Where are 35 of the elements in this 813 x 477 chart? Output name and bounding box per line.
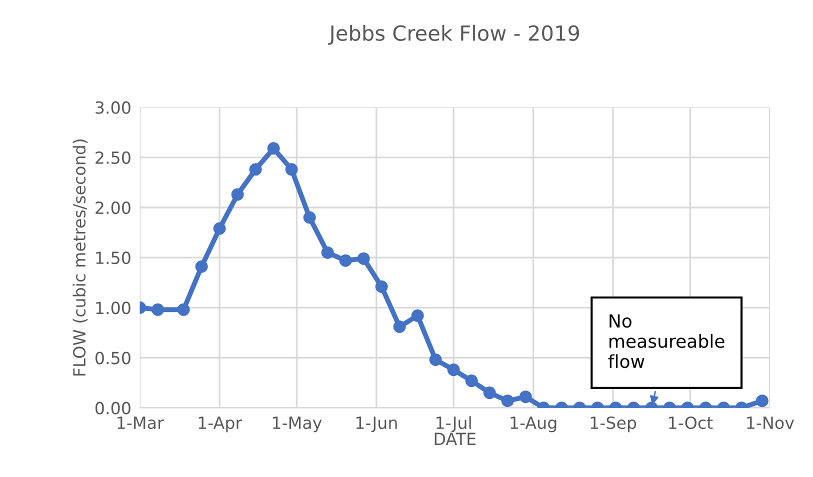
x-tick-label: 1-May — [273, 416, 322, 432]
point — [285, 163, 298, 176]
point — [357, 252, 370, 265]
y-tick-label: 1.50 — [96, 252, 130, 264]
y-tick-label: 0.50 — [95, 352, 130, 364]
point — [195, 260, 208, 273]
y-tick-label: 0.00 — [95, 402, 130, 414]
x-tick-label: 1-Sep — [590, 416, 636, 432]
point — [213, 222, 226, 235]
x-tick-label: 1-Mar — [118, 416, 164, 430]
point — [231, 188, 244, 201]
x-tick-label: 1-Nov — [747, 416, 794, 430]
y-tick-label: 3.00 — [96, 101, 130, 114]
point — [339, 254, 352, 267]
point — [411, 309, 424, 322]
point — [393, 320, 406, 333]
y-axis-title: FLOW (cubic metres/second) — [72, 139, 88, 376]
point — [375, 280, 388, 293]
point — [267, 142, 280, 155]
point — [152, 303, 164, 316]
y-tick-label: 1.00 — [96, 302, 130, 314]
point — [177, 303, 190, 316]
x-tick-label: 1-Jun — [356, 416, 397, 432]
annotation: No measureable flow — [608, 314, 724, 368]
y-tick-label: 2.50 — [96, 151, 130, 164]
point — [303, 211, 316, 224]
point — [321, 246, 334, 259]
x-tick-label: 1-Oct — [669, 416, 713, 430]
x-axis-title: DATE — [434, 432, 476, 445]
y-tick-label: 2.00 — [96, 201, 130, 214]
x-tick-label: 1-Apr — [198, 416, 242, 432]
point — [249, 163, 262, 176]
chart-title: Jebbs Creek Flow - 2019 — [328, 24, 580, 45]
x-tick-label: 1-Aug — [510, 416, 556, 432]
x-tick-label: 1-Jul — [436, 416, 471, 432]
